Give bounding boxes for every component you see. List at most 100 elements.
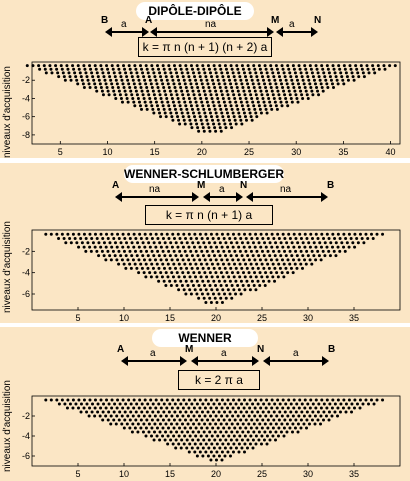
data-point	[155, 104, 159, 108]
data-point	[145, 237, 149, 241]
data-point	[280, 258, 284, 262]
data-point	[178, 426, 182, 430]
data-point	[264, 86, 268, 90]
data-point	[263, 422, 267, 426]
data-point	[179, 86, 183, 90]
data-point	[138, 398, 142, 402]
data-point	[183, 82, 187, 86]
data-point	[231, 89, 235, 93]
data-point	[347, 406, 351, 410]
data-point	[236, 67, 240, 71]
data-point	[298, 67, 302, 71]
x-tick-label: 5	[58, 147, 63, 157]
data-point	[170, 258, 174, 262]
data-point	[25, 64, 29, 68]
data-point	[307, 422, 311, 426]
data-point	[114, 422, 118, 426]
data-point	[170, 406, 174, 410]
data-point	[282, 426, 286, 430]
data-point	[277, 75, 281, 79]
spacing-arrow	[121, 356, 187, 366]
data-point	[334, 254, 338, 258]
data-point	[147, 430, 151, 434]
data-point	[201, 402, 205, 406]
data-point	[247, 283, 251, 287]
data-point	[209, 406, 213, 410]
data-point	[178, 82, 182, 86]
data-point	[203, 71, 207, 75]
data-point	[208, 430, 212, 434]
data-point	[279, 254, 283, 258]
data-point	[141, 254, 145, 258]
data-point	[319, 258, 323, 262]
data-point	[104, 245, 108, 249]
data-point	[143, 232, 147, 236]
data-point	[310, 249, 314, 253]
data-point	[148, 96, 152, 100]
data-point	[359, 64, 363, 68]
data-point	[146, 266, 150, 270]
data-point	[190, 67, 194, 71]
data-point	[210, 275, 214, 279]
data-point	[242, 245, 246, 249]
data-point	[234, 292, 238, 296]
spacing-arrow	[203, 192, 243, 202]
data-point	[325, 406, 329, 410]
data-point	[239, 292, 243, 296]
electrode-label: N	[257, 344, 265, 355]
data-point	[345, 75, 349, 79]
data-point	[331, 64, 335, 68]
data-point	[276, 89, 280, 93]
data-point	[257, 254, 261, 258]
data-point	[194, 78, 198, 82]
data-point	[43, 67, 47, 71]
data-point	[324, 414, 328, 418]
data-point	[229, 266, 233, 270]
data-point	[247, 67, 251, 71]
data-point	[85, 402, 89, 406]
data-point	[173, 410, 177, 414]
data-point	[244, 75, 248, 79]
data-point	[304, 89, 308, 93]
data-point	[257, 430, 261, 434]
data-point	[137, 100, 141, 104]
data-point	[341, 406, 345, 410]
data-point	[85, 410, 89, 414]
data-point	[117, 249, 121, 253]
data-point	[251, 438, 255, 442]
data-point	[204, 398, 208, 402]
data-point	[327, 418, 331, 422]
data-point	[208, 89, 212, 93]
data-point	[110, 245, 114, 249]
data-point	[206, 402, 210, 406]
data-point	[94, 67, 98, 71]
data-point	[321, 418, 325, 422]
data-point	[338, 67, 342, 71]
data-point	[211, 426, 215, 430]
data-point	[208, 271, 212, 275]
panel-wenner-schlumberger: WENNER-SCHLUMBERGER A M N B na a na k = …	[0, 163, 410, 323]
data-point	[334, 241, 338, 245]
data-point	[328, 254, 332, 258]
data-point	[165, 96, 169, 100]
data-point	[282, 262, 286, 266]
data-point	[205, 78, 209, 82]
data-point	[294, 249, 298, 253]
data-point	[381, 398, 385, 402]
data-point	[117, 237, 121, 241]
data-point	[343, 249, 347, 253]
data-point	[187, 115, 191, 119]
data-point	[176, 96, 180, 100]
data-point	[200, 426, 204, 430]
data-point	[150, 426, 154, 430]
data-point	[263, 241, 267, 245]
data-point	[277, 262, 281, 266]
data-point	[273, 100, 277, 104]
data-point	[156, 86, 160, 90]
data-point	[262, 78, 266, 82]
data-point	[168, 89, 172, 93]
y-axis-label: niveaux d'acquisition	[2, 66, 13, 158]
data-point	[187, 75, 191, 79]
data-point	[237, 71, 241, 75]
data-point	[149, 398, 153, 402]
